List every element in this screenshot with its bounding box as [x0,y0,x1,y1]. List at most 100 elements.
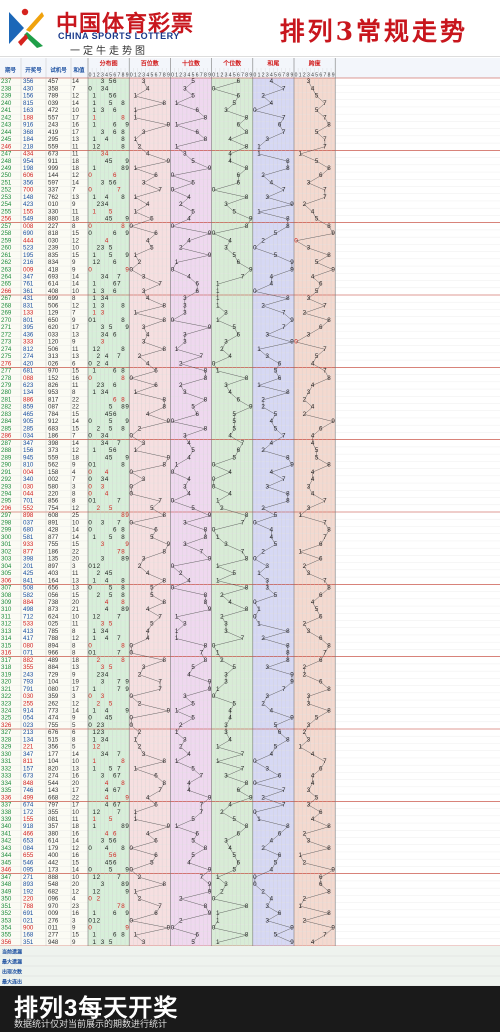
digit-header: 5 [274,72,277,78]
trend-point: 7 [323,100,327,107]
trend-point: 3 [265,577,269,584]
trend-line [304,674,321,683]
issue-number: 280 [1,389,12,396]
trend-point: 9 [208,867,212,874]
trend-line [316,710,330,719]
trend-line [238,117,247,126]
trend-line [320,537,326,545]
issue-number: 261 [1,252,12,259]
trend-point: 5 [233,454,237,461]
trend-line [304,204,313,212]
trend-line [267,920,292,929]
sum-value: 5 [72,744,76,751]
trend-line [258,349,268,357]
draw-number: 192 [23,888,34,895]
trend-point: 1 [216,917,220,924]
trend-line [180,913,210,921]
trend-point: 6 [154,368,158,375]
distribution-mark: 3 [101,939,105,946]
trend-point: 8 [162,881,166,888]
distribution-mark: 9 [125,216,129,223]
issue-number: 245 [1,136,12,143]
trend-line [238,826,247,835]
test-number: 754 [48,505,59,512]
draw-number: 255 [23,700,34,707]
test-number: 239 [48,245,59,252]
trend-point: 7 [241,751,245,758]
stats-label: 最大遗漏 [2,959,22,966]
trend-line [271,269,293,278]
sum-value: 25 [72,512,79,519]
digit-header: 6 [278,72,281,78]
draw-number: 030 [23,483,34,490]
distribution-mark: 9 [125,454,129,461]
distribution-mark: 4 [105,201,109,208]
test-number: 398 [48,440,59,447]
distribution-mark: 8 [121,527,125,534]
issue-number: 346 [1,867,12,874]
draw-number: 080 [23,642,34,649]
draw-number: 691 [23,910,34,917]
issue-number: 317 [1,657,12,664]
trend-line [308,327,321,335]
draw-number: 198 [23,165,34,172]
trend-line [131,638,148,646]
trend-point: 3 [224,339,228,346]
distribution-mark: 5 [109,418,113,425]
trend-point: 3 [142,476,146,483]
trend-line [304,406,313,415]
test-number: 785 [48,628,59,635]
test-number: 738 [48,599,59,606]
draw-number: 134 [23,389,34,396]
trend-line [172,182,194,191]
trend-line [176,826,198,835]
test-number: 608 [48,512,59,519]
distribution-mark: 4 [105,433,109,440]
trend-point: 8 [162,657,166,664]
issue-number: 265 [1,281,12,288]
draw-number: 893 [23,881,34,888]
test-number: 009 [48,910,59,917]
trend-line [254,515,276,524]
distribution-mark: 3 [101,201,105,208]
distribution-mark: 4 [105,331,109,338]
trend-point: 5 [274,592,278,599]
issue-number: 246 [1,143,12,150]
trend-point: 7 [323,346,327,353]
issue-number: 324 [1,708,12,715]
distribution-mark: 3 [101,179,105,186]
sum-value: 13 [72,765,79,772]
trend-line [180,746,190,755]
trend-line [180,898,206,907]
trend-point: 9 [331,266,335,273]
trend-line [308,500,325,509]
trend-line [131,370,157,379]
trend-point: 6 [154,852,158,859]
draw-number: 444 [23,237,34,244]
digit-header: 7 [159,72,162,78]
trend-line [263,797,284,806]
trend-line [188,790,210,798]
draw-number: 430 [23,85,34,92]
distribution-mark: 9 [125,686,129,693]
digit-header: 0 [130,72,133,78]
sum-value: 11 [72,382,79,389]
distribution-mark: 4 [105,802,109,809]
trend-line [283,681,293,690]
distribution-mark: 8 [121,780,125,787]
trend-line [213,356,231,364]
sum-value: 18 [72,823,79,830]
sum-value: 15 [72,541,79,548]
trend-point: 8 [245,129,249,136]
distribution-mark: 1 [92,368,96,375]
distribution-mark: 1 [92,194,96,201]
test-number: 966 [48,650,59,657]
trend-point: 8 [204,592,208,599]
stats-label: 出现次数 [2,969,23,976]
trend-line [176,117,206,126]
trend-line [258,573,268,581]
trend-line [258,377,280,386]
trend-line [184,689,210,697]
trend-line [308,486,313,495]
draw-number: 355 [23,664,34,671]
